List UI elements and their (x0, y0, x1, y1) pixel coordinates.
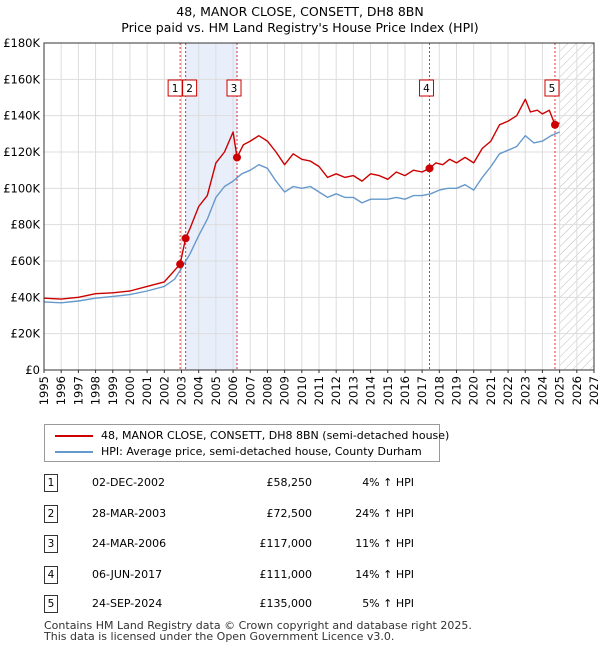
y-tick-label: £80K (11, 218, 41, 232)
transaction-row: 4 06-JUN-2017 £111,000 14% ↑ HPI (44, 566, 444, 586)
x-tick-label: 2022 (501, 376, 515, 405)
transaction-number: 4 (44, 566, 58, 584)
transaction-date: 24-SEP-2024 (92, 597, 163, 610)
x-tick-label: 2016 (398, 376, 412, 405)
transaction-row: 5 24-SEP-2024 £135,000 5% ↑ HPI (44, 595, 444, 615)
x-tick-label: 1999 (106, 376, 120, 405)
marker-label-2: 2 (186, 83, 193, 95)
y-tick-label: £160K (3, 72, 40, 86)
y-tick-label: £140K (3, 109, 40, 123)
x-tick-label: 2025 (553, 376, 567, 405)
legend-swatch-hpi (55, 451, 93, 453)
y-tick-label: £120K (3, 145, 40, 159)
x-tick-label: 2014 (364, 376, 378, 405)
x-tick-label: 2003 (175, 376, 189, 405)
x-tick-label: 2021 (484, 376, 498, 405)
transaction-price: £117,000 (259, 537, 313, 550)
sale-point-3 (233, 153, 242, 162)
transaction-hpi: 11% ↑ HPI (355, 537, 414, 550)
transaction-date: 24-MAR-2006 (92, 537, 167, 550)
price-chart: 1 2 3 4 5 £0 £20K £40K £60K £80K £100K £120K £140K £1… (3, 36, 600, 405)
sale-point-2 (181, 234, 190, 243)
transaction-date: 28-MAR-2003 (92, 507, 167, 520)
x-tick-label: 2020 (467, 376, 481, 405)
marker-label-box-5 (544, 79, 560, 97)
x-tick-label: 1997 (71, 376, 85, 405)
y-tick-label: £40K (11, 290, 41, 304)
legend-item-property: 48, MANOR CLOSE, CONSETT, DH8 8BN (semi-… (55, 429, 449, 443)
x-tick-label: 2009 (278, 376, 292, 405)
marker-label-5: 5 (549, 83, 556, 95)
transaction-hpi: 5% ↑ HPI (362, 597, 414, 610)
x-tick-label: 2001 (140, 376, 154, 405)
sale-point-4 (425, 164, 434, 173)
x-tick-label: 2008 (260, 376, 274, 405)
transaction-row: 3 24-MAR-2006 £117,000 11% ↑ HPI (44, 535, 444, 555)
x-tick-label: 2024 (535, 376, 549, 405)
transaction-number: 5 (44, 595, 58, 613)
legend-label-hpi: HPI: Average price, semi-detached house,… (101, 445, 422, 458)
marker-label-4: 4 (423, 83, 430, 95)
marker-label-box-3 (226, 79, 242, 97)
sale-point-1 (176, 260, 185, 269)
legend: 48, MANOR CLOSE, CONSETT, DH8 8BN (semi-… (44, 424, 449, 462)
x-tick-label: 2002 (157, 376, 171, 405)
transaction-hpi: 4% ↑ HPI (362, 476, 414, 489)
y-tick-label: £100K (3, 181, 40, 195)
x-tick-label: 2017 (415, 376, 429, 405)
transaction-hpi: 14% ↑ HPI (355, 568, 414, 581)
legend-item-hpi: HPI: Average price, semi-detached house,… (55, 445, 422, 459)
footer-line2: This data is licensed under the Open Gov… (44, 630, 395, 643)
property-series-line (43, 98, 560, 300)
y-tick-label: £20K (11, 327, 41, 341)
x-tick-label: 2006 (226, 376, 240, 405)
marker-label-box-4 (419, 79, 435, 97)
shaded-period (185, 43, 238, 370)
legend-label-property: 48, MANOR CLOSE, CONSETT, DH8 8BN (semi-… (101, 429, 450, 442)
transaction-number: 1 (44, 474, 58, 492)
x-tick-label: 2012 (329, 376, 343, 405)
y-tick-label: £0 (25, 363, 40, 377)
transaction-row: 2 28-MAR-2003 £72,500 24% ↑ HPI (44, 505, 444, 525)
footer: Contains HM Land Registry data © Crown c… (44, 620, 472, 642)
transaction-price: £111,000 (259, 568, 313, 581)
hpi-series-line (43, 131, 560, 304)
transaction-number: 2 (44, 505, 58, 523)
x-tick-label: 1998 (89, 376, 103, 405)
x-tick-label: 2019 (450, 376, 464, 405)
x-tick-label: 2023 (518, 376, 532, 405)
x-tick-label: 2005 (209, 376, 223, 405)
x-tick-label: 2026 (570, 376, 584, 405)
transaction-price: £72,500 (266, 507, 313, 520)
legend-swatch-property (55, 435, 93, 437)
x-tick-label: 2015 (381, 376, 395, 405)
x-tick-label: 2004 (192, 376, 206, 405)
x-tick-label: 2000 (123, 376, 137, 405)
transaction-number: 3 (44, 535, 58, 553)
transaction-date: 02-DEC-2002 (92, 476, 166, 489)
chart-title: 48, MANOR CLOSE, CONSETT, DH8 8BN Price … (0, 4, 600, 36)
x-tick-label: 2010 (295, 376, 309, 405)
marker-label-3: 3 (231, 83, 238, 95)
x-tick-label: 2007 (243, 376, 257, 405)
transaction-date: 06-JUN-2017 (92, 568, 163, 581)
chart-title-line1: 48, MANOR CLOSE, CONSETT, DH8 8BN (176, 4, 424, 19)
transaction-hpi: 24% ↑ HPI (355, 507, 414, 520)
marker-label-box-2 (182, 79, 198, 97)
sale-point-5 (550, 120, 559, 129)
x-tick-label: 1996 (54, 376, 68, 405)
transaction-row: 1 02-DEC-2002 £58,250 4% ↑ HPI (44, 474, 444, 494)
transaction-price: £58,250 (266, 476, 313, 489)
x-tick-label: 2018 (432, 376, 446, 405)
x-tick-label: 2027 (587, 376, 600, 405)
transaction-price: £135,000 (259, 597, 313, 610)
y-tick-label: £60K (11, 254, 41, 268)
chart-title-line2: Price paid vs. HM Land Registry's House … (121, 20, 479, 35)
x-tick-label: 2011 (312, 376, 326, 405)
x-tick-label: 1995 (37, 376, 51, 405)
x-tick-label: 2013 (346, 376, 360, 405)
footer-line1: Contains HM Land Registry data © Crown c… (44, 619, 472, 632)
marker-label-1: 1 (172, 83, 179, 95)
y-tick-label: £180K (3, 36, 40, 50)
